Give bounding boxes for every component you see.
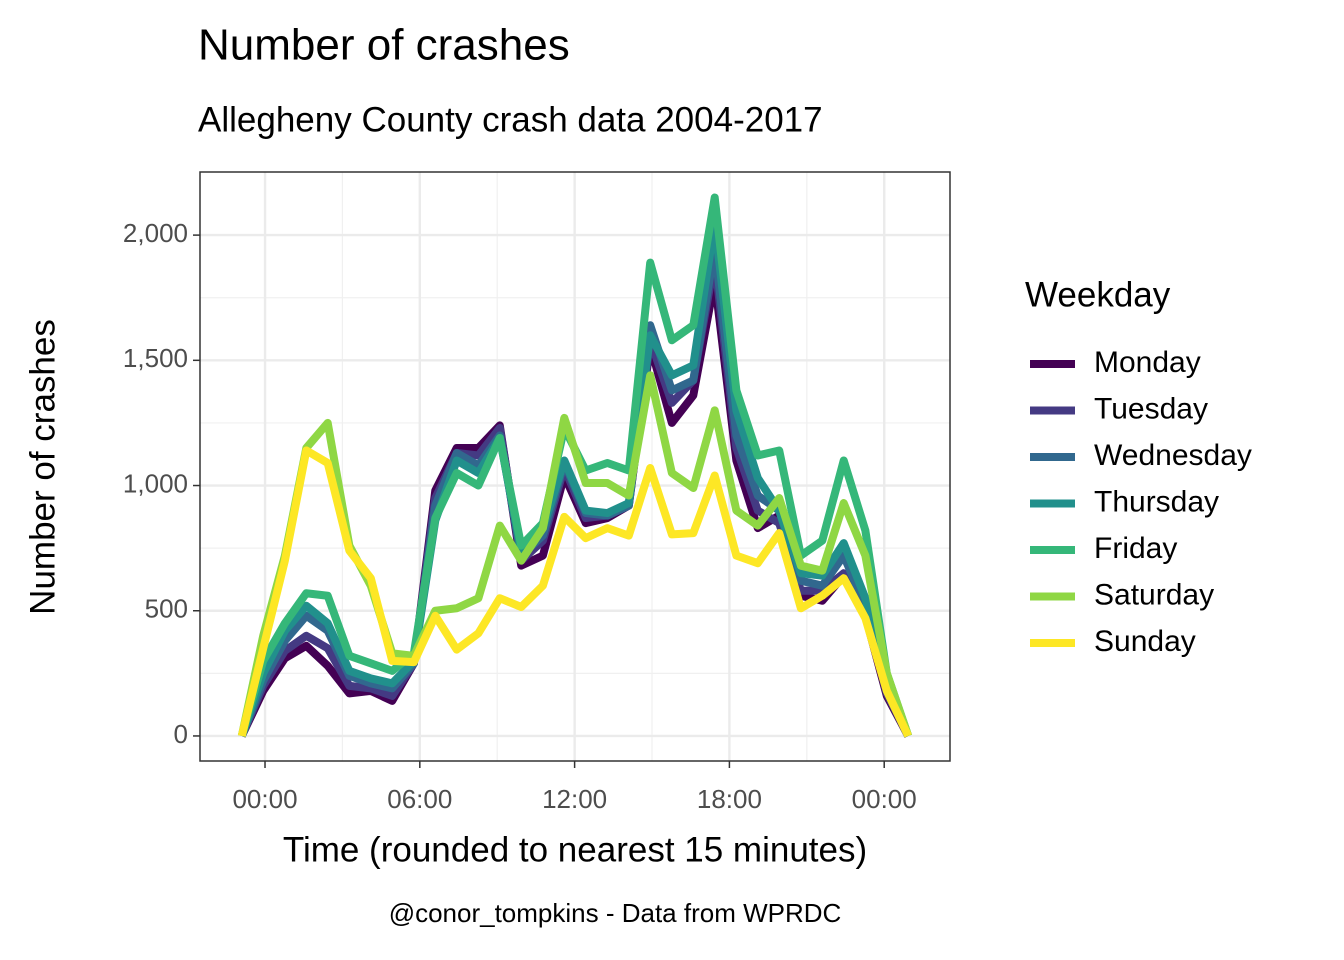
chart-title: Number of crashes [198,21,570,70]
legend-label: Tuesday [1094,392,1208,425]
x-tick-label: 18:00 [697,784,762,814]
y-tick-label: 1,500 [123,343,188,373]
grid [200,172,950,761]
lines [237,193,912,738]
legend-title: Weekday [1025,275,1171,314]
legend-label: Friday [1094,532,1177,565]
y-tick-label: 500 [145,594,188,624]
x-tick-label: 12:00 [542,784,607,814]
chart-subtitle: Allegheny County crash data 2004-2017 [198,100,823,139]
legend-label: Thursday [1094,485,1219,518]
legend-label: Monday [1094,346,1201,379]
y-tick-label: 0 [174,719,188,749]
y-tick-label: 1,000 [123,468,188,498]
legend-label: Saturday [1094,578,1214,611]
caption: @conor_tompkins - Data from WPRDC [389,898,842,928]
x-tick-label: 06:00 [387,784,452,814]
x-tick-label: 00:00 [232,784,297,814]
y-tick-label: 2,000 [123,218,188,248]
x-axis-title: Time (rounded to nearest 15 minutes) [283,830,867,869]
series-line [237,446,912,738]
legend-label: Wednesday [1094,439,1252,472]
legend-label: Sunday [1094,625,1196,658]
x-tick-label: 00:00 [852,784,917,814]
y-axis-title: Number of crashes [23,319,62,615]
